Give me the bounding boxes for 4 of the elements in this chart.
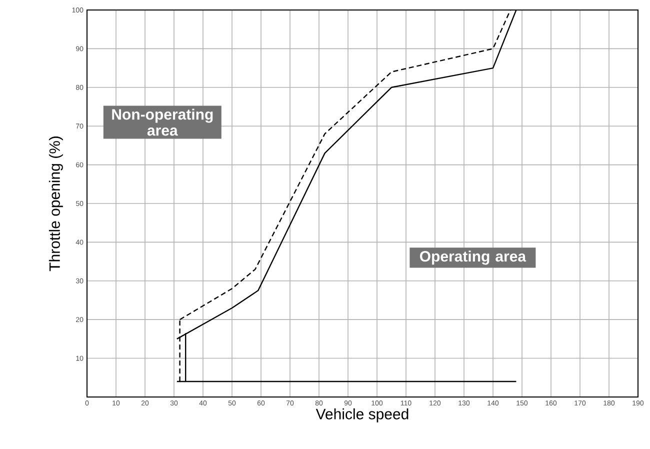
x-axis-title: Vehicle speed: [316, 408, 408, 422]
annotation: Operating area: [420, 250, 526, 265]
annotation: Non-operating area: [112, 108, 213, 136]
y-axis-title: Throttle opening (%): [48, 136, 63, 272]
